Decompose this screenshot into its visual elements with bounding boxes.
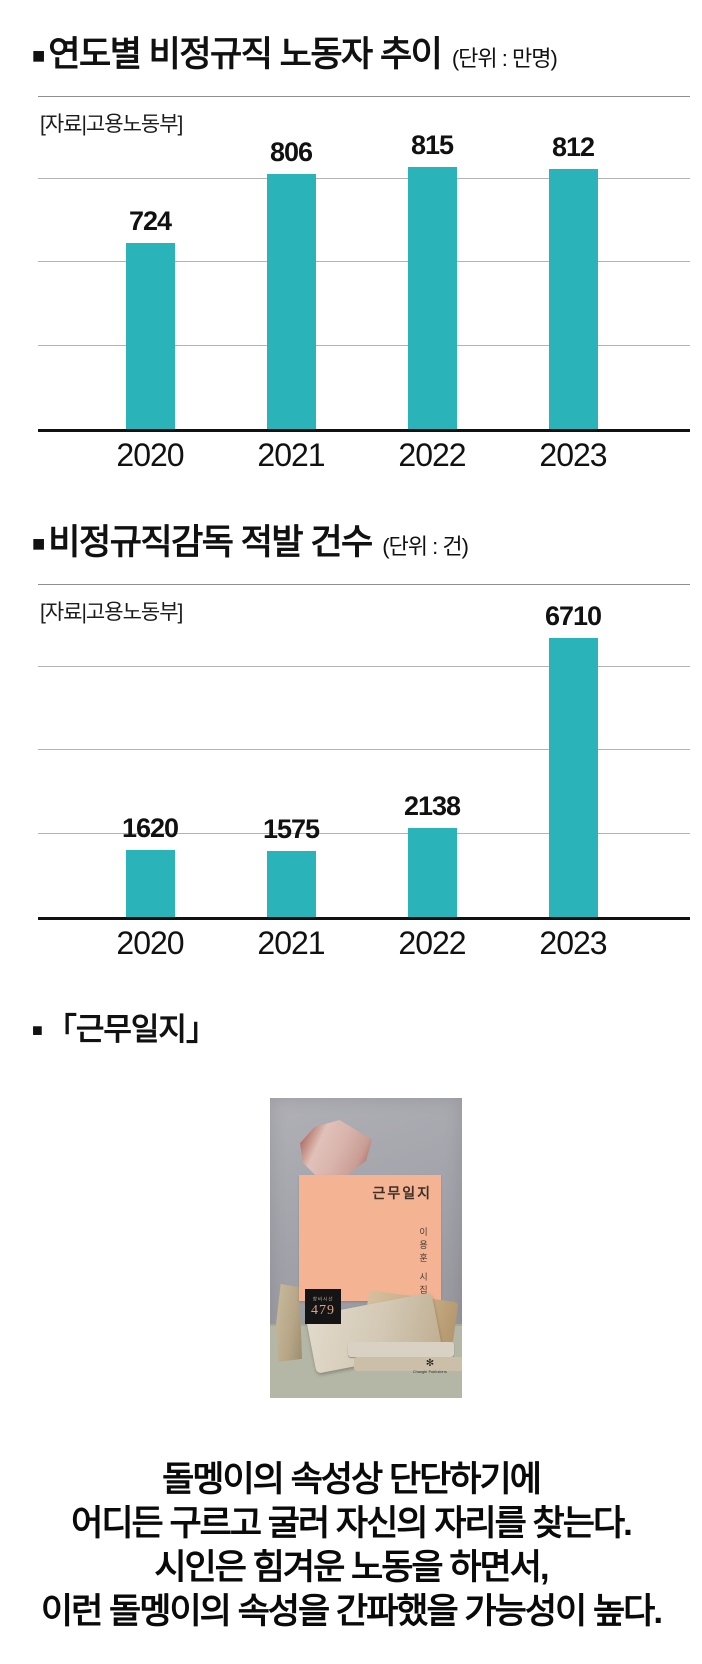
caption-line: 시인은 힘겨운 노동을 하면서, xyxy=(154,1548,549,1587)
chart2-source-label: [자료|고용노동부] xyxy=(40,601,183,624)
bar-2022 xyxy=(407,828,457,917)
bar-2021 xyxy=(266,851,316,917)
chart2-top-border xyxy=(38,584,690,585)
gridline xyxy=(38,833,690,834)
stone-slab xyxy=(354,1357,462,1371)
caption-line: 돌멩이의 속성상 단단하기에 xyxy=(162,1460,542,1499)
book-author: 이용훈 시집 xyxy=(418,1227,428,1299)
bar-value-label: 2138 xyxy=(403,791,461,821)
bar-2023 xyxy=(548,169,598,429)
x-axis-label-2023: 2023 xyxy=(539,925,607,961)
chart2-title: 비정규직감독 적발 건수 xyxy=(48,523,373,562)
bar-2020 xyxy=(125,243,175,429)
porous-stone xyxy=(276,1284,302,1362)
series-label: 창비시선 xyxy=(312,1297,334,1303)
caption-line: 이런 돌멩이의 속성을 간파했을 가능성이 높다. xyxy=(40,1592,663,1631)
book-title: 근무일지 xyxy=(372,1187,432,1202)
bar-value-label: 815 xyxy=(410,130,454,160)
bar-value-label: 724 xyxy=(128,206,172,236)
x-axis-label-2022: 2022 xyxy=(398,925,466,961)
x-axis-label-2023: 2023 xyxy=(539,437,607,473)
square-bullet-icon: ■ xyxy=(32,1020,43,1040)
gridline xyxy=(38,749,690,750)
bar-2022 xyxy=(407,167,457,429)
caption-line: 어디든 구르고 굴러 자신의 자리를 찾는다. xyxy=(71,1504,633,1543)
book-heading-row: ■「근무일지」 xyxy=(0,1004,702,1048)
book-heading: 「근무일지」 xyxy=(45,1012,217,1047)
chart1-top-border xyxy=(38,96,690,97)
chart1-title-row: ■연도별 비정규직 노동자 추이 (단위 : 만명) xyxy=(0,0,702,74)
chart2-unit-label: (단위 : 건) xyxy=(382,534,469,559)
bar-value-label: 806 xyxy=(269,137,313,167)
bar-value-label: 6710 xyxy=(544,601,602,631)
x-axis-label-2020: 2020 xyxy=(116,437,184,473)
gridline xyxy=(38,178,690,179)
bar-2020 xyxy=(125,850,175,917)
series-badge: 창비시선 479 xyxy=(305,1289,341,1324)
publisher-logo-icon: ✻ xyxy=(425,1358,435,1369)
gridline xyxy=(38,345,690,346)
publisher-logo: ✻ Changbi Publishers xyxy=(408,1359,452,1374)
x-axis-label-2022: 2022 xyxy=(398,437,466,473)
x-axis-label-2021: 2021 xyxy=(257,925,325,961)
chart1-source-label: [자료|고용노동부] xyxy=(40,113,183,136)
gridline xyxy=(38,666,690,667)
book-cover-image: 근무일지 이용훈 시집 창비시선 479 ✻ Changbi Publisher… xyxy=(270,1098,462,1398)
chart2-x-axis-labels: 2020 2021 2022 2023 xyxy=(38,920,690,968)
chart2-plot-area: [자료|고용노동부] 1620 1575 2138 6710 xyxy=(38,584,690,920)
bar-2021 xyxy=(266,174,316,429)
stone-slab xyxy=(348,1342,454,1357)
bar-2023 xyxy=(548,638,598,917)
bar-value-label: 812 xyxy=(551,132,595,162)
chart1-x-axis-labels: 2020 2021 2022 2023 xyxy=(38,432,690,480)
chart1-unit-label: (단위 : 만명) xyxy=(451,46,558,71)
chart1-title: 연도별 비정규직 노동자 추이 xyxy=(48,35,443,74)
gridline xyxy=(38,261,690,262)
publisher-name: Changbi Publishers xyxy=(412,1369,448,1374)
caption-paragraph: 돌멩이의 속성상 단단하기에 어디든 구르고 굴러 자신의 자리를 찾는다. 시… xyxy=(0,1458,702,1634)
chart2-title-row: ■비정규직감독 적발 건수 (단위 : 건) xyxy=(0,514,702,562)
chart1-plot-area: [자료|고용노동부] 724 806 815 812 xyxy=(38,96,690,432)
bar-value-label: 1620 xyxy=(121,813,179,843)
book-cover-card: 근무일지 이용훈 시집 xyxy=(299,1175,441,1301)
bar-value-label: 1575 xyxy=(262,814,320,844)
x-axis-label-2021: 2021 xyxy=(257,437,325,473)
square-bullet-icon: ■ xyxy=(32,43,46,68)
x-axis-label-2020: 2020 xyxy=(116,925,184,961)
pink-marble-rock xyxy=(300,1120,372,1178)
series-number: 479 xyxy=(311,1303,335,1318)
square-bullet-icon: ■ xyxy=(32,531,46,556)
